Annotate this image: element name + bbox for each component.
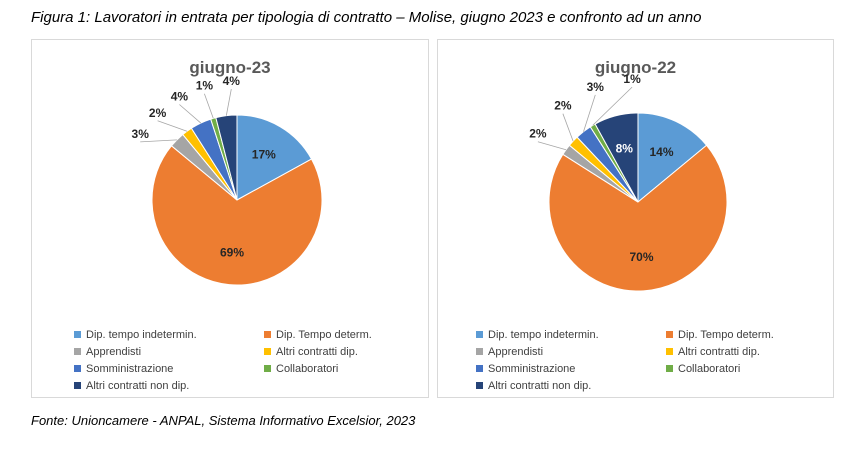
pie-chart: 17% 69% 3% 2% 4% 1% 4%: [132, 74, 323, 286]
legend-item-dip-tempo-indetermin: Dip. tempo indetermin.: [476, 327, 666, 342]
data-label-apprendisti: 2%: [529, 127, 547, 141]
legend-label: Altri contratti dip.: [678, 345, 760, 358]
legend-swatch: [74, 382, 81, 389]
data-label-somministrazione: 3%: [587, 80, 605, 94]
pie-slice-dip-tempo-determ: [151, 145, 323, 286]
legend-swatch: [476, 348, 483, 355]
legend-swatch: [264, 331, 271, 338]
legend-label: Somministrazione: [86, 362, 174, 375]
leader-line-somministrazione: [179, 104, 202, 124]
leader-line-somministrazione: [583, 94, 596, 132]
chart-title: giugno-22: [594, 58, 677, 77]
legend-swatch: [74, 365, 81, 372]
pie-slice-altri-contratti-non-dip: [594, 112, 639, 203]
pie-slice-dip-tempo-indetermin: [236, 114, 313, 201]
legend-swatch: [74, 348, 81, 355]
legend-label: Collaboratori: [276, 362, 339, 375]
figure-source: Fonte: Unioncamere - ANPAL, Sistema Info…: [31, 413, 416, 428]
legend-label: Altri contratti dip.: [276, 345, 358, 358]
chart-panel-giugno-22: giugno-22 14% 70% 8% 2% 2% 3% 1% Dip. tempo in…: [437, 39, 834, 398]
legend-label: Altri contratti non dip.: [86, 379, 190, 392]
legend-swatch: [666, 365, 673, 372]
legend-label: Dip. tempo indetermin.: [86, 328, 197, 341]
legend-label: Collaboratori: [678, 362, 741, 375]
legend-item-altri-contratti-non-dip: Altri contratti non dip.: [476, 378, 666, 393]
leader-line-apprendisti: [140, 139, 177, 143]
leader-line-altri-contratti-dip: [157, 120, 188, 132]
legend-label: Dip. Tempo determ.: [678, 328, 774, 341]
legend-label: Somministrazione: [488, 362, 576, 375]
legend-swatch: [476, 365, 483, 372]
legend-swatch: [476, 331, 483, 338]
legend-label: Apprendisti: [488, 345, 544, 358]
chart-panel-giugno-23: giugno-23 17% 69% 3% 2% 4% 1% 4% Dip. tempo in…: [31, 39, 429, 398]
pie-chart: 14% 70% 8% 2% 2% 3% 1%: [529, 72, 728, 292]
data-label-dip-tempo-indetermin: 14%: [649, 145, 673, 159]
legend-item-somministrazione: Somministrazione: [476, 361, 666, 376]
legend-item-collaboratori: Collaboratori: [666, 361, 826, 376]
legend-item-somministrazione: Somministrazione: [74, 361, 264, 376]
legend-swatch: [476, 382, 483, 389]
data-label-dip-tempo-determ: 70%: [629, 250, 653, 264]
legend-item-altri-contratti-dip: Altri contratti dip.: [264, 344, 424, 359]
legend-swatch: [74, 331, 81, 338]
data-label-altri-contratti-non-dip: 4%: [223, 74, 241, 88]
leader-line-collaboratori: [204, 93, 214, 119]
data-label-dip-tempo-indetermin: 17%: [252, 148, 276, 162]
figure-title: Figura 1: Lavoratori in entrata per tipo…: [31, 9, 702, 26]
pie-slice-dip-tempo-determ: [548, 144, 728, 292]
chart-legend: Dip. tempo indetermin. Dip. Tempo determ.…: [476, 327, 826, 393]
legend-item-dip-tempo-determ: Dip. Tempo determ.: [264, 327, 424, 342]
data-label-altri-contratti-non-dip: 8%: [616, 142, 634, 156]
legend-swatch: [666, 331, 673, 338]
leader-line-apprendisti: [537, 141, 567, 151]
data-label-somministrazione: 4%: [171, 90, 189, 104]
legend-label: Dip. tempo indetermin.: [488, 328, 599, 341]
legend-item-altri-contratti-non-dip: Altri contratti non dip.: [74, 378, 264, 393]
leader-line-collaboratori: [592, 86, 633, 126]
legend-item-dip-tempo-determ: Dip. Tempo determ.: [666, 327, 826, 342]
data-label-apprendisti: 3%: [132, 127, 150, 141]
legend-swatch: [264, 365, 271, 372]
legend-item-altri-contratti-dip: Altri contratti dip.: [666, 344, 826, 359]
legend-item-apprendisti: Apprendisti: [74, 344, 264, 359]
legend-label: Dip. Tempo determ.: [276, 328, 372, 341]
legend-item-apprendisti: Apprendisti: [476, 344, 666, 359]
data-label-collaboratori: 1%: [623, 72, 641, 86]
legend-item-dip-tempo-indetermin: Dip. tempo indetermin.: [74, 327, 264, 342]
chart-title: giugno-23: [189, 58, 271, 77]
legend-item-collaboratori: Collaboratori: [264, 361, 424, 376]
legend-swatch: [264, 348, 271, 355]
data-label-collaboratori: 1%: [196, 79, 214, 93]
pie-slice-dip-tempo-indetermin: [637, 112, 708, 204]
chart-legend: Dip. tempo indetermin. Dip. Tempo determ.…: [74, 327, 424, 393]
legend-swatch: [666, 348, 673, 355]
leader-line-altri-contratti-non-dip: [225, 89, 232, 116]
legend-label: Apprendisti: [86, 345, 142, 358]
data-label-altri-contratti-dip: 2%: [149, 106, 167, 120]
data-label-altri-contratti-dip: 2%: [554, 99, 572, 113]
data-label-dip-tempo-determ: 69%: [220, 246, 244, 260]
leader-line-altri-contratti-dip: [562, 113, 574, 142]
legend-label: Altri contratti non dip.: [488, 379, 592, 392]
